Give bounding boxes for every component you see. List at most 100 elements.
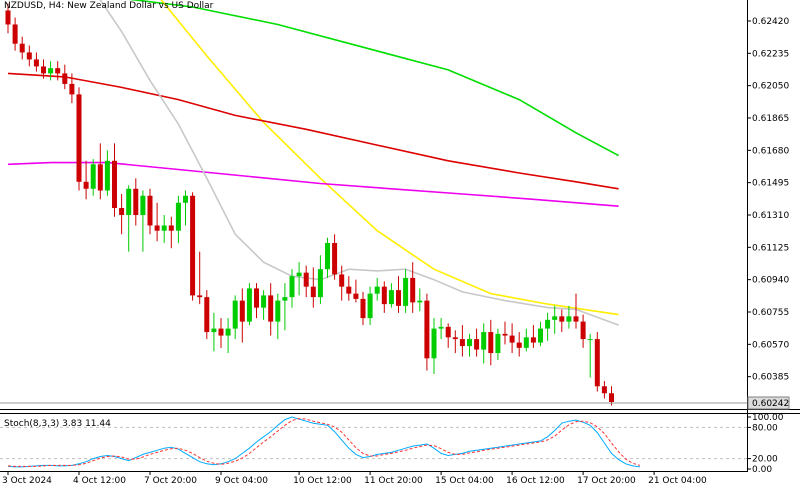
candle [218,318,224,348]
candle-body [538,328,543,343]
candle [225,318,231,354]
candle [438,318,444,340]
candle-body [296,272,302,277]
candle [90,159,96,196]
candle-body [474,339,480,350]
candle [325,237,330,278]
candle-body [346,286,352,294]
moving-average-line-4 [99,0,619,326]
candle [161,214,167,243]
price-tick-label: 0.61865 [752,114,789,124]
candle-body [197,295,203,298]
stochastic-tick-label: 20.00 [752,455,778,465]
candle-body [609,393,614,403]
time-tick-label: 11 Oct 20:00 [364,476,423,485]
candle [474,328,480,357]
candle-body [147,195,153,226]
stochastic-title: Stoch(8,3,3) 3.83 11.44 [4,419,111,429]
candle-body [97,164,103,191]
candle [545,312,551,341]
candle [175,195,181,243]
candle [353,279,359,303]
price-tick-label: 0.62420 [752,17,789,27]
candle-body [523,337,529,348]
candle [594,332,600,392]
candle [388,283,394,308]
candle-body [438,326,444,329]
candles [5,3,614,406]
candle-body [41,66,46,74]
candle-body [168,225,174,231]
candle [495,328,501,361]
price-axis: 0.62420 0.62235 0.62050 0.61865 0.61680 0.614… [747,17,789,383]
candle-body [119,207,125,215]
candle-body [268,295,274,322]
candle [310,267,316,308]
candle-body [488,332,494,354]
time-tick-label: 21 Oct 04:00 [648,476,707,485]
candle-body [431,328,437,359]
price-panel: NZDUSD, H4: New Zealand Dollar vs US Dol… [0,0,747,406]
candle-body [232,300,238,329]
current-price-tag: 0.60242 [747,396,790,410]
candle [97,143,103,200]
candle [239,288,245,343]
candle [261,290,267,320]
stochastic-tick-label: 0.00 [752,465,772,475]
candle [467,333,472,357]
candle-body [76,94,82,182]
candle-body [495,333,501,354]
candle-body [445,326,451,338]
candle [76,87,82,191]
candle-body [424,300,430,359]
candle [232,295,238,340]
candle [374,277,380,301]
price-tick-label: 0.62050 [752,82,789,92]
candle-body [48,68,54,74]
candle [33,52,39,72]
candle-body [381,286,387,305]
candle-body [33,59,39,67]
candle [424,293,430,371]
candle [133,178,139,226]
candle-body [360,298,366,319]
stochastic-line-1 [7,418,641,467]
candle-body [62,73,68,84]
candle [69,73,75,104]
candle [211,312,217,352]
candle-body [282,297,288,301]
candle-body [516,342,522,348]
candle-body [594,339,600,387]
candle-body [403,277,409,306]
candle-body [225,328,231,336]
candle-body [303,272,309,287]
stochastic-panel: Stoch(8,3,3) 3.83 11.44 [0,416,747,468]
candle [119,194,125,235]
candle [282,283,288,331]
candle-body [467,339,472,347]
candle-body [545,319,551,329]
candle [5,3,11,34]
candle-body [19,43,25,53]
price-tick-label: 0.60385 [752,373,789,383]
candle-body [239,300,245,322]
candle [580,314,586,348]
time-tick-label: 9 Oct 04:00 [215,476,268,485]
candle-body [566,316,572,322]
candle-body [573,316,579,322]
candle [48,61,54,81]
candle [523,328,529,352]
candle-body [126,188,132,215]
candle-body [587,339,593,341]
candle [332,234,338,280]
candle [204,290,210,340]
candle [339,265,345,301]
candle [197,251,203,305]
candle [516,332,522,357]
candle [289,269,295,308]
candle-body [339,274,345,287]
candle-body [353,293,359,299]
candle [381,281,387,313]
